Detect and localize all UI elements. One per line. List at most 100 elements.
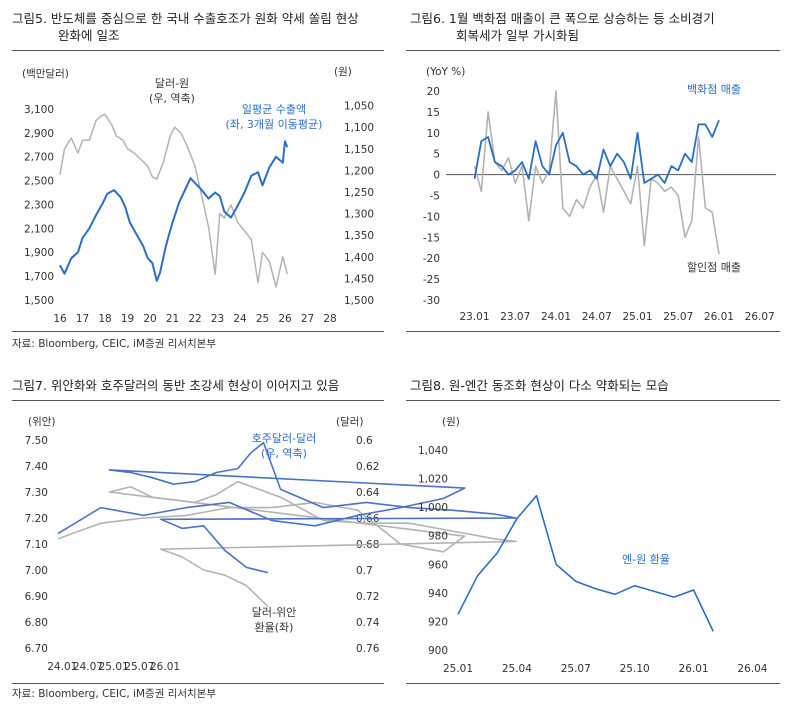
left-tick-label: 2,900: [24, 128, 54, 140]
x-tick-label: 26.01: [704, 311, 734, 323]
y-tick-label: 1,000: [418, 502, 448, 514]
x-tick-label: 26: [278, 313, 292, 325]
chart8-title: 그림8. 원-엔간 동조화 현상이 다소 약화되는 모습: [410, 377, 780, 394]
x-tick-label: 24.07: [73, 661, 103, 673]
y-tick-label: 5: [433, 149, 440, 161]
x-tick-label: 24: [233, 313, 247, 325]
y-tick-label: 960: [428, 559, 448, 571]
y-tick-label: -25: [423, 274, 440, 286]
chart8-title-rule: [406, 400, 780, 401]
x-tick-label: 26.01: [679, 663, 709, 675]
chart8-title-line1: 그림8. 원-엔간 동조화 현상이 다소 약화되는 모습: [410, 378, 669, 393]
x-tick-label: 22: [188, 313, 201, 325]
left-tick-label: 7.50: [25, 435, 48, 447]
audusd-line: [57, 441, 517, 574]
left-axis-unit: (백만달러): [22, 68, 69, 80]
left-tick-label: 2,700: [24, 152, 54, 164]
left-tick-label: 7.40: [25, 461, 48, 473]
y-tick-label: 0: [433, 170, 440, 182]
x-tick-label: 26.07: [745, 311, 775, 323]
x-tick-label: 16: [53, 313, 67, 325]
x-tick-label: 28: [323, 313, 336, 325]
usdcny-line: [57, 480, 517, 607]
x-tick-label: 25: [256, 313, 269, 325]
chart6-title-line1: 그림6. 1월 백화점 매출이 큰 폭으로 상승하는 등 소비경기: [410, 11, 715, 26]
right-tick-label: 0.74: [356, 617, 380, 629]
chart7-title-line1: 그림7. 위안화와 호주달러의 동반 초강세 현상이 이어지고 있음: [12, 378, 340, 393]
x-tick-label: 25.07: [124, 661, 154, 673]
x-tick-label: 23.01: [459, 311, 489, 323]
right-tick-label: 1,250: [344, 187, 374, 199]
y-axis-unit: (YoY %): [426, 66, 465, 78]
export-series-label-0: 일평균 수출액: [242, 102, 306, 116]
y-tick-label: 940: [428, 588, 448, 600]
right-tick-label: 1,350: [344, 230, 374, 242]
x-tick-label: 21: [166, 313, 179, 325]
discount-store-label: 할인점 매출: [687, 261, 741, 274]
export-line: [59, 140, 289, 282]
right-axis-unit: (달러): [336, 416, 364, 428]
y-tick-label: 920: [428, 616, 448, 628]
y-tick-label: 1,040: [418, 445, 448, 457]
right-tick-label: 0.64: [356, 487, 380, 499]
chart7-bottom-rule: [12, 683, 384, 684]
left-tick-label: 2,500: [24, 176, 54, 188]
y-tick-label: 10: [427, 128, 440, 140]
chart6-title-line2: 회복세가 일부 가시화됨: [456, 28, 579, 43]
chart5-title: 그림5. 반도체를 중심으로 한 국내 수출호조가 원화 약세 쏠림 현상 완화…: [12, 10, 392, 44]
x-tick-label: 24.01: [541, 311, 571, 323]
x-tick-label: 25.01: [99, 661, 129, 673]
left-axis-unit: (위안): [28, 415, 56, 428]
x-tick-label: 25.04: [502, 663, 532, 675]
chart7-title: 그림7. 위안화와 호주달러의 동반 초강세 현상이 이어지고 있음: [12, 377, 392, 394]
x-tick-label: 25.10: [620, 663, 650, 675]
usdcny-series-label-0: 달러-위안: [252, 606, 296, 619]
right-tick-label: 0.76: [356, 643, 380, 655]
chart5-plot: (백만달러) (원) 3,100 2,900 2,700 2,500 2,300 2,100 1…: [22, 66, 374, 325]
left-tick-label: 3,100: [24, 104, 54, 116]
y-tick-label: 900: [428, 645, 448, 657]
x-tick-label: 18: [98, 313, 111, 325]
usdkrw-series-label-1: (우, 역축): [149, 92, 195, 105]
y-axis-unit: (원): [442, 416, 460, 428]
left-tick-label: 2,300: [24, 199, 54, 211]
chart6-title-rule: [406, 50, 780, 51]
left-tick-label: 7.00: [25, 565, 48, 577]
left-tick-label: 7.10: [25, 539, 48, 551]
right-tick-label: 1,500: [344, 295, 374, 307]
source-note-top: 자료: Bloomberg, CEIC, iM증권 리서치본부: [12, 338, 216, 350]
right-tick-label: 0.7: [356, 565, 373, 577]
jpykrw-series-label: 엔-원 환율: [622, 553, 670, 566]
x-tick-label: 23: [211, 313, 224, 325]
x-tick-label: 19: [121, 313, 134, 325]
right-tick-label: 1,100: [344, 122, 374, 134]
y-tick-label: 1,020: [418, 474, 448, 486]
y-tick-label: 20: [427, 86, 440, 98]
right-tick-label: 1,400: [344, 252, 374, 264]
chart8-plot: (원) 1,040 1,020 1,000 980 960 940 920 900 25.01 25…: [418, 416, 768, 675]
y-tick-label: -30: [423, 295, 440, 307]
department-store-label: 백화점 매출: [687, 83, 741, 96]
source-note-bottom: 자료: Bloomberg, CEIC, iM증권 리서치본부: [12, 688, 216, 700]
x-tick-label: 24.07: [582, 311, 612, 323]
left-tick-label: 1,500: [24, 295, 54, 307]
x-tick-label: 27: [301, 313, 314, 325]
discount-store-line: [473, 90, 720, 255]
right-tick-label: 0.72: [356, 591, 379, 603]
y-tick-label: -10: [423, 211, 440, 223]
left-tick-label: 7.20: [25, 513, 48, 525]
chart6-title: 그림6. 1월 백화점 매출이 큰 폭으로 상승하는 등 소비경기 회복세가 일…: [410, 10, 780, 44]
right-tick-label: 1,050: [344, 101, 374, 113]
right-tick-label: 1,150: [344, 144, 374, 156]
x-tick-label: 23.07: [500, 311, 530, 323]
x-tick-label: 26.01: [150, 661, 180, 673]
chart5-title-rule: [12, 50, 384, 51]
chart7-title-rule: [12, 400, 384, 401]
chart6-bottom-rule: [406, 331, 780, 332]
chart6-plot: (YoY %) 20 15 10 5 0 -5 -10 -15 -20 -25 -30 23.01 23.…: [423, 66, 776, 323]
left-tick-label: 1,700: [24, 271, 54, 283]
left-tick-label: 1,900: [24, 247, 54, 259]
right-axis-unit: (원): [334, 66, 352, 78]
right-tick-label: 1,200: [344, 165, 374, 177]
usdkrw-series-label-0: 달러-원: [155, 77, 189, 90]
